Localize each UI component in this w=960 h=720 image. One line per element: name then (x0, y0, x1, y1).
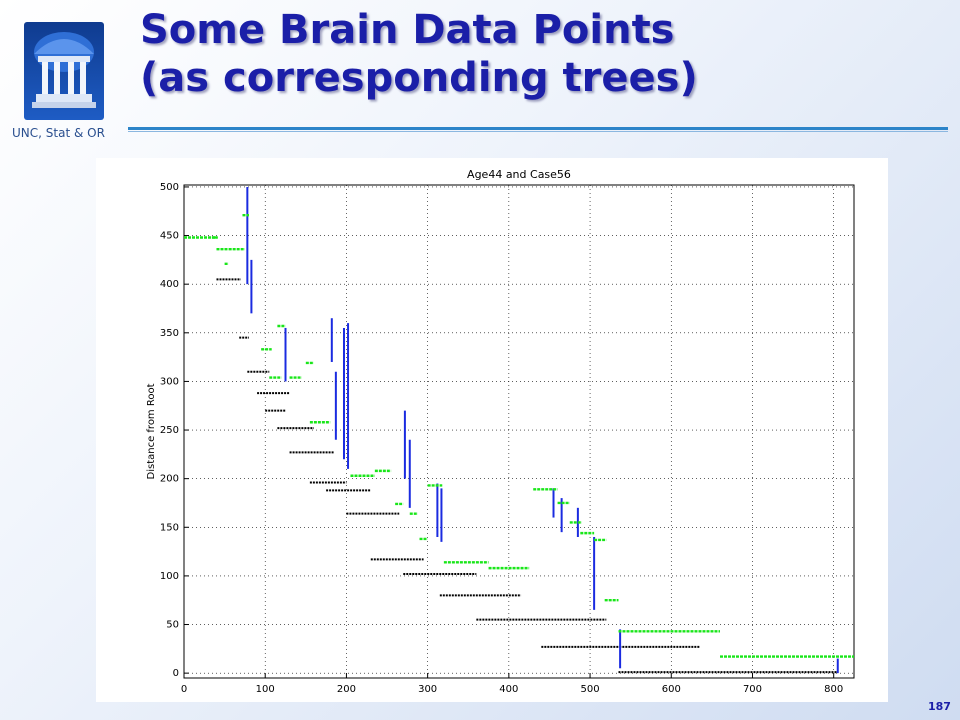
old-well-icon (32, 32, 96, 108)
tree-chart: 0 100 200 300 400 500 600 700 800 0 50 100 150 200 250… (146, 168, 855, 695)
chart-panel: 0 100 200 300 400 500 600 700 800 0 50 100 150 200 250… (96, 158, 888, 702)
y-tick-label: 350 (160, 328, 179, 339)
y-tick-label: 150 (160, 522, 179, 533)
x-tick-label: 200 (337, 684, 356, 695)
x-tick-label: 400 (499, 684, 518, 695)
slide-title: Some Brain Data Points (as corresponding… (140, 6, 698, 102)
x-tick-label: 100 (256, 684, 275, 695)
university-logo (24, 22, 104, 120)
y-tick-label: 200 (160, 474, 179, 485)
chart-title: Age44 and Case56 (467, 168, 571, 181)
slide-title-line1: Some Brain Data Points (140, 7, 675, 53)
title-rule-shadow (128, 131, 948, 132)
y-tick-label: 400 (160, 279, 179, 290)
y-tick-label: 50 (166, 620, 179, 631)
y-tick-label: 300 (160, 376, 179, 387)
y-tick-label: 250 (160, 425, 179, 436)
y-tick-label: 0 (173, 668, 179, 679)
page-number: 187 (928, 700, 951, 713)
x-tick-label: 600 (662, 684, 681, 695)
y-tick-label: 450 (160, 231, 179, 242)
organization-label: UNC, Stat & OR (12, 126, 105, 140)
title-rule (128, 127, 948, 130)
x-tick-label: 700 (743, 684, 762, 695)
plot-frame (183, 184, 855, 679)
y-tick-label: 100 (160, 571, 179, 582)
x-tick-label: 500 (581, 684, 600, 695)
x-tick-label: 300 (418, 684, 437, 695)
y-axis-label: Distance from Root (146, 383, 157, 479)
x-tick-label: 800 (824, 684, 843, 695)
y-tick-label: 500 (160, 182, 179, 193)
x-tick-label: 0 (181, 684, 187, 695)
slide-title-line2: (as corresponding trees) (140, 55, 698, 101)
